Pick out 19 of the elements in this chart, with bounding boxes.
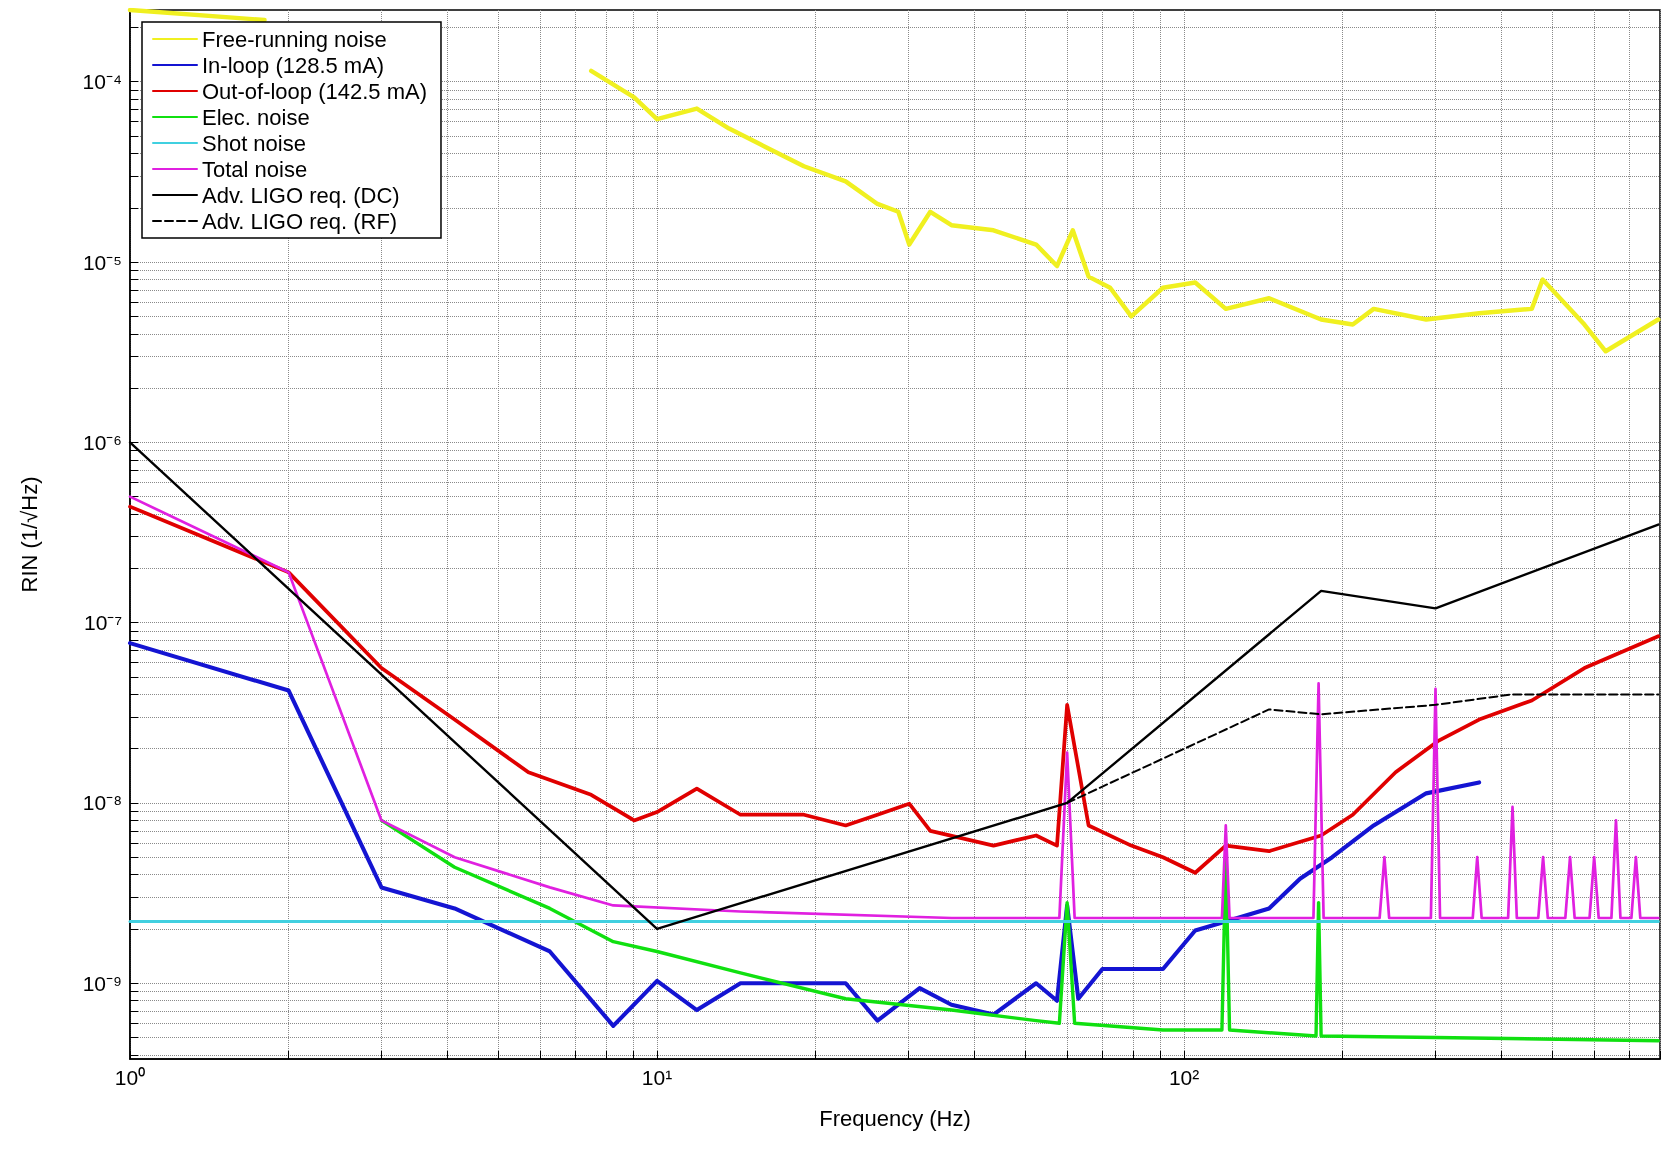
x-tick-label: 10² xyxy=(1168,1066,1200,1089)
y-tick-label: 10⁻⁷ xyxy=(84,611,122,635)
y-tick-label: 10⁻⁶ xyxy=(82,430,122,454)
y-tick-label: 10⁻⁸ xyxy=(82,791,122,815)
y-tick-label: 10⁻⁴ xyxy=(82,70,122,94)
x-axis-title: Frequency (Hz) xyxy=(819,1105,971,1131)
legend-label: Free-running noise xyxy=(202,26,387,52)
legend-label: Total noise xyxy=(202,156,308,182)
x-tick-label: 10¹ xyxy=(641,1066,673,1089)
y-tick-label: 10⁻⁹ xyxy=(82,971,122,995)
legend-label: Elec. noise xyxy=(202,104,310,130)
y-tick-label: 10⁻⁵ xyxy=(82,250,122,274)
legend-label: Adv. LIGO req. (DC) xyxy=(202,182,400,208)
legend-label: Out-of-loop (142.5 mA) xyxy=(202,78,427,104)
x-tick-label: 10⁰ xyxy=(114,1066,146,1089)
legend-label: Adv. LIGO req. (RF) xyxy=(202,208,398,234)
y-axis-title: RIN (1/√Hz) xyxy=(16,476,42,593)
legend-label: In-loop (128.5 mA) xyxy=(202,52,385,78)
legend-label: Shot noise xyxy=(202,130,306,156)
